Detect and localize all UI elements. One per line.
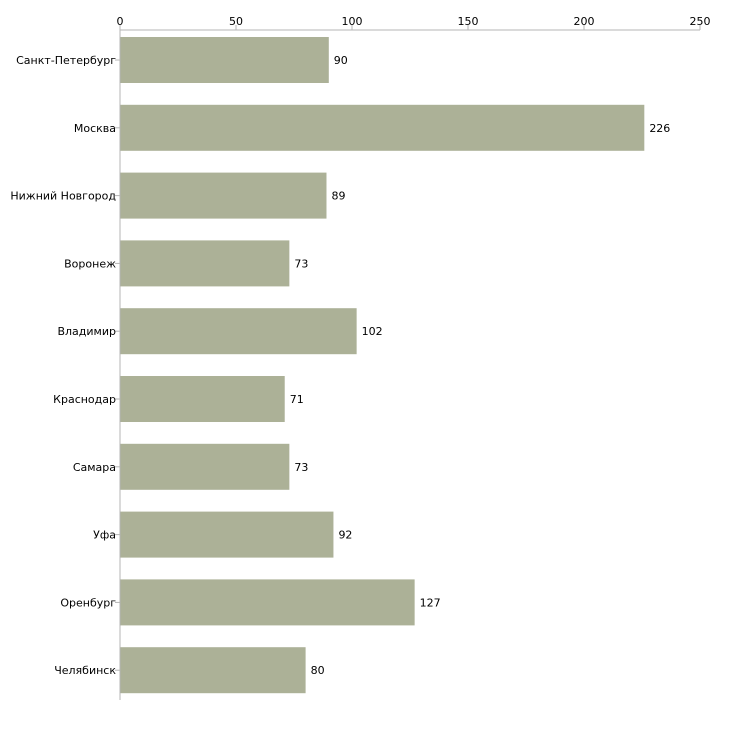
value-label: 80 bbox=[311, 664, 325, 677]
category-label: Москва bbox=[74, 122, 116, 135]
x-tick-label: 0 bbox=[117, 15, 124, 28]
x-tick-label: 50 bbox=[229, 15, 243, 28]
bar bbox=[120, 172, 327, 219]
value-label: 102 bbox=[362, 325, 383, 338]
category-label: Санкт-Петербург bbox=[16, 54, 116, 67]
value-label: 127 bbox=[420, 596, 441, 609]
bar bbox=[120, 647, 306, 694]
bar bbox=[120, 579, 415, 626]
category-label: Челябинск bbox=[54, 664, 116, 677]
category-label: Самара bbox=[73, 461, 116, 474]
category-label: Воронеж bbox=[64, 257, 116, 270]
value-label: 92 bbox=[338, 529, 352, 542]
category-label: Нижний Новгород bbox=[10, 190, 116, 203]
value-label: 90 bbox=[334, 54, 348, 67]
y-category-labels: Санкт-Петербург Москва Нижний Новгород Воро… bbox=[10, 54, 120, 677]
bar bbox=[120, 240, 290, 287]
bar bbox=[120, 443, 290, 490]
bar bbox=[120, 37, 329, 83]
x-tick-label: 100 bbox=[342, 15, 363, 28]
category-label: Оренбург bbox=[60, 596, 116, 609]
bar bbox=[120, 104, 645, 151]
bars-layer bbox=[120, 37, 645, 694]
value-label: 71 bbox=[290, 393, 304, 406]
bar bbox=[120, 376, 285, 422]
value-label: 73 bbox=[294, 461, 308, 474]
bar bbox=[120, 308, 357, 355]
category-label: Краснодар bbox=[53, 393, 116, 406]
category-label: Уфа bbox=[93, 529, 116, 542]
x-tick-label: 250 bbox=[690, 15, 711, 28]
value-label: 73 bbox=[294, 257, 308, 270]
data-labels: 90 226 89 73 102 71 73 92 127 80 bbox=[290, 54, 671, 677]
value-label: 89 bbox=[331, 190, 345, 203]
x-tick-label: 200 bbox=[574, 15, 595, 28]
category-label: Владимир bbox=[57, 325, 116, 338]
x-tick-label: 150 bbox=[458, 15, 479, 28]
axis-layer bbox=[119, 29, 700, 700]
value-label: 226 bbox=[649, 122, 670, 135]
bar bbox=[120, 511, 334, 558]
x-ticks: 0 50 100 150 200 250 bbox=[117, 15, 711, 30]
